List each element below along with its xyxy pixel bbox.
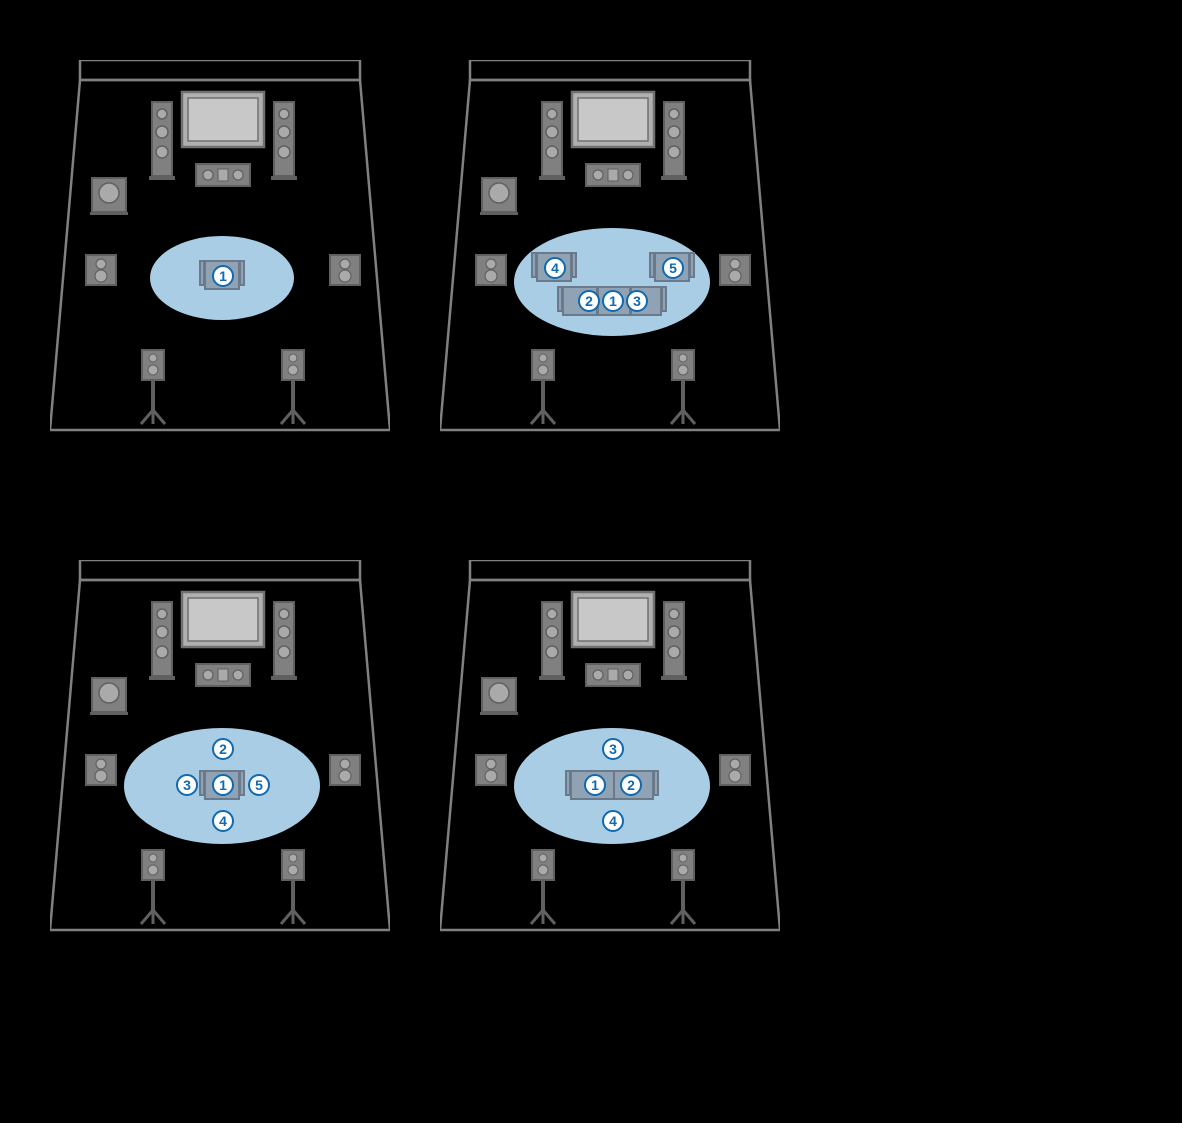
position-badge: 1 [584,774,606,796]
room-diagram-1: 1 [50,60,390,460]
position-badge: 4 [602,810,624,832]
rooms-grid: 145213231543124 [50,60,790,960]
position-badge: 5 [248,774,270,796]
position-badge: 2 [212,738,234,760]
room-diagram-3: 23154 [50,560,390,960]
position-badge: 3 [602,738,624,760]
position-badge: 2 [620,774,642,796]
position-badge: 1 [602,290,624,312]
room-diagram-4: 3 12 4 [440,560,780,960]
position-badge: 1 [212,774,234,796]
position-badge: 3 [176,774,198,796]
position-badge: 4 [212,810,234,832]
position-badge: 2 [578,290,600,312]
room-diagram-2: 4 5 213 [440,60,780,460]
position-badge: 5 [662,257,684,279]
position-badge: 1 [212,265,234,287]
position-badge: 4 [544,257,566,279]
position-badge: 3 [626,290,648,312]
